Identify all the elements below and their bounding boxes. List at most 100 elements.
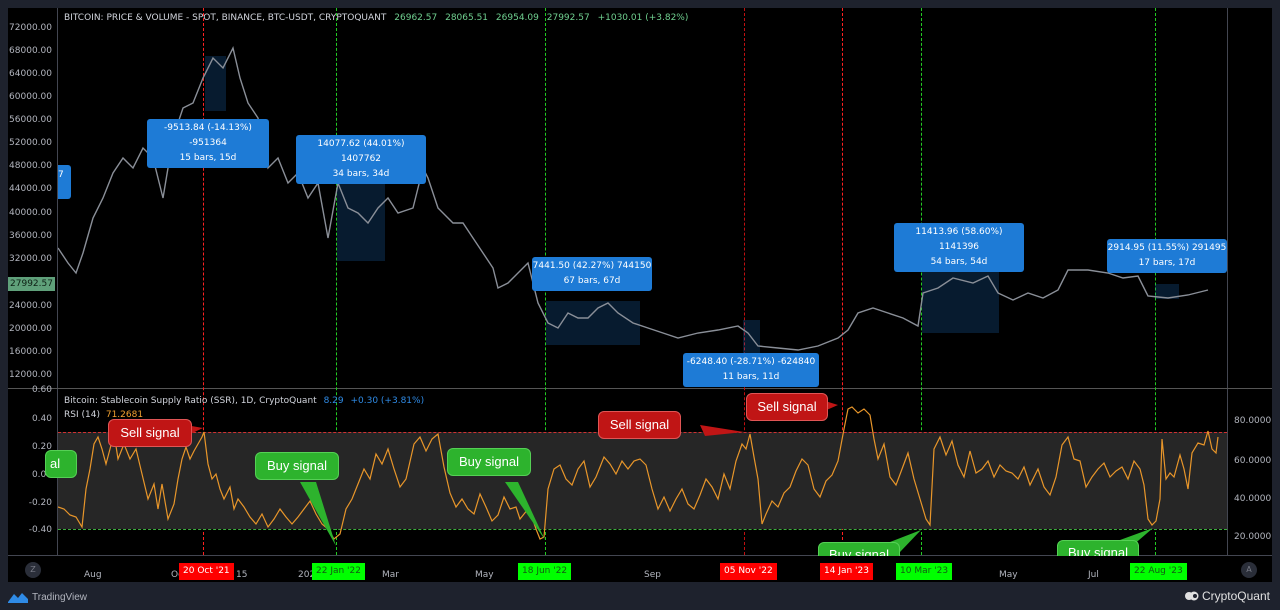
buy-signal-partial: al xyxy=(45,450,77,478)
current-price-tag: 27992.57 xyxy=(8,277,55,291)
oversold-line xyxy=(58,529,1227,530)
measure-line2: 17 bars, 17d xyxy=(1138,258,1196,268)
sell-line-oct21 xyxy=(203,8,204,555)
x-label: Jul xyxy=(1088,570,1099,580)
rsi-value: 71.2681 xyxy=(105,410,144,420)
measure-line1: 7441.50 (42.27%) 744150 xyxy=(532,261,652,271)
indicator-right-y-tick: 60.0000 xyxy=(1234,456,1272,466)
rsi-line xyxy=(58,406,1219,540)
measure-line1: -6248.40 (-28.71%) -624840 xyxy=(686,357,816,367)
date-marker-buy: 10 Mar '23 xyxy=(896,563,953,580)
measure-box-4[interactable]: -6248.40 (-28.71%) -624840 11 bars, 11d xyxy=(683,353,819,387)
measure-box-6[interactable]: 2914.95 (11.55%) 291495 17 bars, 17d xyxy=(1107,239,1227,273)
price-high: 28065.51 xyxy=(445,13,489,23)
indicator-value: 8.29 xyxy=(323,396,344,406)
price-y-tick: 12000.00 xyxy=(9,370,52,380)
x-label: Oc xyxy=(171,570,184,580)
x-label: Aug xyxy=(84,570,102,580)
x-label: Mar xyxy=(382,570,399,580)
rsi-label: RSI (14) xyxy=(64,410,100,420)
sell-signal-oct21: Sell signal xyxy=(108,419,192,447)
indicator-change: +0.30 (+3.81%) xyxy=(350,396,425,406)
indicator-right-y-tick: 20.0000 xyxy=(1234,532,1272,542)
price-low: 26954.09 xyxy=(495,13,539,23)
indicator-header: Bitcoin: Stablecoin Supply Ratio (SSR), … xyxy=(64,396,424,406)
buy-line-jan22 xyxy=(336,8,337,555)
price-y-tick: 72000.00 xyxy=(9,23,52,33)
x-label: Sep xyxy=(644,570,661,580)
indicator-left-y-tick: 0.20 xyxy=(31,442,52,452)
measure-line1: 7 xyxy=(58,170,64,180)
price-candles xyxy=(58,45,1209,351)
buy-line-mar23 xyxy=(921,8,922,555)
range-box-1[interactable] xyxy=(205,56,226,111)
pane-divider[interactable] xyxy=(8,388,1272,389)
buy-signal-jun22: Buy signal xyxy=(447,448,531,476)
price-title: BITCOIN: PRICE & VOLUME - SPOT, BINANCE,… xyxy=(64,13,387,23)
price-y-tick: 68000.00 xyxy=(9,46,52,56)
tradingview-icon xyxy=(8,593,28,603)
measure-line1: 14077.62 (44.01%) 1407762 xyxy=(317,139,405,164)
time-axis[interactable]: Z A Aug Oc 15 202 Mar May Sep 2 May Jul … xyxy=(8,556,1272,582)
date-marker-sell: 20 Oct '21 xyxy=(179,563,234,580)
indicator-right-y-tick: 40.0000 xyxy=(1234,494,1272,504)
measure-line1: -9513.84 (-14.13%) -951364 xyxy=(164,123,252,148)
left-axis-line xyxy=(57,8,58,582)
date-marker-buy: 18 Jun '22 xyxy=(518,563,572,580)
price-y-tick: 40000.00 xyxy=(9,208,52,218)
price-y-tick: 36000.00 xyxy=(9,231,52,241)
price-y-tick: 56000.00 xyxy=(9,115,52,125)
buy-signal-jan22: Buy signal xyxy=(255,452,339,480)
x-label: May xyxy=(999,570,1018,580)
range-box-6[interactable] xyxy=(1155,284,1179,299)
date-marker-buy: 22 Jan '22 xyxy=(312,563,365,580)
sell-signal-nov22: Sell signal xyxy=(598,411,681,439)
tradingview-label: TradingView xyxy=(32,591,88,603)
measure-box-2[interactable]: 14077.62 (44.01%) 1407762 34 bars, 34d xyxy=(296,135,426,184)
measure-line2: 11 bars, 11d xyxy=(722,372,780,382)
date-marker-sell: 05 Nov '22 xyxy=(720,563,777,580)
indicator-left-y-tick: 0.60 xyxy=(31,385,52,395)
price-y-tick: 24000.00 xyxy=(9,301,52,311)
price-y-tick: 20000.00 xyxy=(9,324,52,334)
x-label: May xyxy=(475,570,494,580)
measure-box-3[interactable]: 7441.50 (42.27%) 744150 67 bars, 67d xyxy=(532,257,652,291)
price-y-tick: 52000.00 xyxy=(9,138,52,148)
price-header: BITCOIN: PRICE & VOLUME - SPOT, BINANCE,… xyxy=(64,13,688,23)
price-y-tick: 64000.00 xyxy=(9,69,52,79)
range-box-5[interactable] xyxy=(922,267,999,333)
auto-scale-button[interactable]: A xyxy=(1241,562,1257,578)
price-y-tick: 60000.00 xyxy=(9,92,52,102)
cryptoquant-logo[interactable]: CryptoQuant xyxy=(1184,588,1270,604)
price-close: 27992.57 xyxy=(546,13,590,23)
indicator-left-y-tick: -0.40 xyxy=(28,525,52,535)
tradingview-logo[interactable]: TradingView xyxy=(8,589,87,605)
measure-line1: 11413.96 (58.60%) 1141396 xyxy=(915,227,1003,252)
measure-line1: 2914.95 (11.55%) 291495 xyxy=(1107,243,1227,253)
price-y-tick: 48000.00 xyxy=(9,161,52,171)
scale-z-button[interactable]: Z xyxy=(25,562,41,578)
price-y-tick: 32000.00 xyxy=(9,254,52,264)
measure-box-partial[interactable]: 7 xyxy=(58,165,71,199)
right-axis-line xyxy=(1227,8,1228,582)
measure-box-5[interactable]: 11413.96 (58.60%) 1141396 54 bars, 54d xyxy=(894,223,1024,272)
indicator-right-y-tick: 80.0000 xyxy=(1234,416,1272,426)
indicator-left-y-tick: 0.40 xyxy=(31,414,52,424)
range-box-2[interactable] xyxy=(337,179,385,261)
indicator-left-y-tick: -0.20 xyxy=(28,498,52,508)
price-y-tick: 44000.00 xyxy=(9,184,52,194)
price-change: +1030.01 (+3.82%) xyxy=(597,13,689,23)
measure-line2: 67 bars, 67d xyxy=(563,276,621,286)
cryptoquant-icon xyxy=(1184,591,1199,601)
measure-box-1[interactable]: -9513.84 (-14.13%) -951364 15 bars, 15d xyxy=(147,119,269,168)
x-label: 202 xyxy=(298,570,316,580)
time-axis-line xyxy=(8,555,1272,556)
measure-line2: 15 bars, 15d xyxy=(179,153,237,163)
price-open: 26962.57 xyxy=(394,13,438,23)
date-marker-sell: 14 Jan '23 xyxy=(820,563,873,580)
date-marker-buy: 22 Aug '23 xyxy=(1130,563,1187,580)
price-y-tick: 16000.00 xyxy=(9,347,52,357)
buy-line-aug23 xyxy=(1155,8,1156,555)
indicator-title: Bitcoin: Stablecoin Supply Ratio (SSR), … xyxy=(64,396,317,406)
sell-signal-jan23: Sell signal xyxy=(746,393,828,421)
